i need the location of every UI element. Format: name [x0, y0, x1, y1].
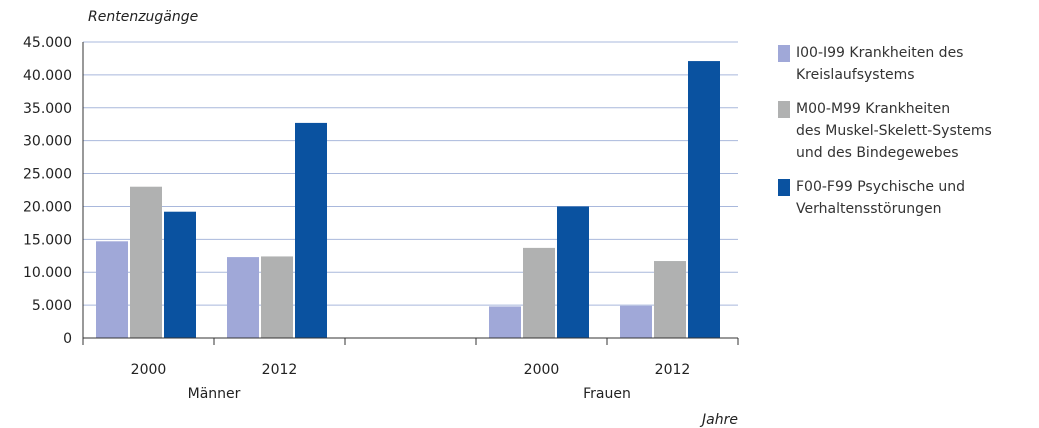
y-tick-label: 40.000 — [23, 68, 72, 84]
bar — [130, 186, 162, 338]
x-group-label: Frauen — [583, 386, 631, 402]
x-axis: 2000 2012 Männer 2000 2012 Frauen — [82, 42, 739, 402]
y-tick-label: 20.000 — [23, 199, 72, 215]
y-tick-label: 0 — [63, 331, 72, 347]
y-axis-title: Rentenzugänge — [88, 9, 198, 25]
bars — [96, 61, 720, 338]
bar — [654, 261, 686, 338]
bar — [295, 122, 327, 338]
bar — [96, 241, 128, 338]
y-tick-label: 25.000 — [23, 167, 72, 183]
legend-label: F00-F99 Psychische und Verhaltensstörung… — [796, 179, 966, 217]
y-tick-label: 35.000 — [23, 101, 72, 117]
legend-label: M00-M99 Krankheiten des Muskel-Skelett-S… — [796, 101, 992, 161]
x-tick-label: 2000 — [131, 362, 167, 378]
x-tick-label: 2012 — [262, 362, 298, 378]
bar — [523, 247, 555, 338]
x-axis-title: Jahre — [699, 412, 738, 428]
bar — [164, 211, 196, 338]
y-tick-label: 10.000 — [23, 265, 72, 281]
bar — [557, 206, 589, 338]
bar — [261, 256, 293, 338]
bar — [688, 61, 720, 338]
bar — [489, 306, 521, 338]
y-tick-label: 15.000 — [23, 232, 72, 248]
bar — [620, 305, 652, 338]
x-tick-label: 2012 — [655, 362, 691, 378]
legend-swatch — [778, 179, 790, 196]
y-tick-label: 45.000 — [23, 35, 72, 51]
legend-swatch — [778, 101, 790, 118]
legend-swatch — [778, 45, 790, 62]
x-tick-label: 2000 — [524, 362, 560, 378]
legend: I00-I99 Krankheiten des Kreislaufsystems… — [778, 42, 1033, 232]
gridlines — [83, 41, 738, 306]
y-tick-label: 5.000 — [32, 298, 72, 314]
x-group-label: Männer — [188, 386, 241, 402]
legend-item: I00-I99 Krankheiten des Kreislaufsystems — [778, 42, 1033, 86]
y-axis-ticks: 0 5.000 10.000 15.000 20.000 25.000 30.000 35.0… — [23, 35, 72, 347]
y-tick-label: 30.000 — [23, 134, 72, 150]
legend-item: M00-M99 Krankheiten des Muskel-Skelett-S… — [778, 98, 1033, 164]
legend-item: F00-F99 Psychische und Verhaltensstörung… — [778, 176, 1033, 220]
legend-label: I00-I99 Krankheiten des Kreislaufsystems — [796, 45, 964, 83]
bar — [227, 257, 259, 338]
